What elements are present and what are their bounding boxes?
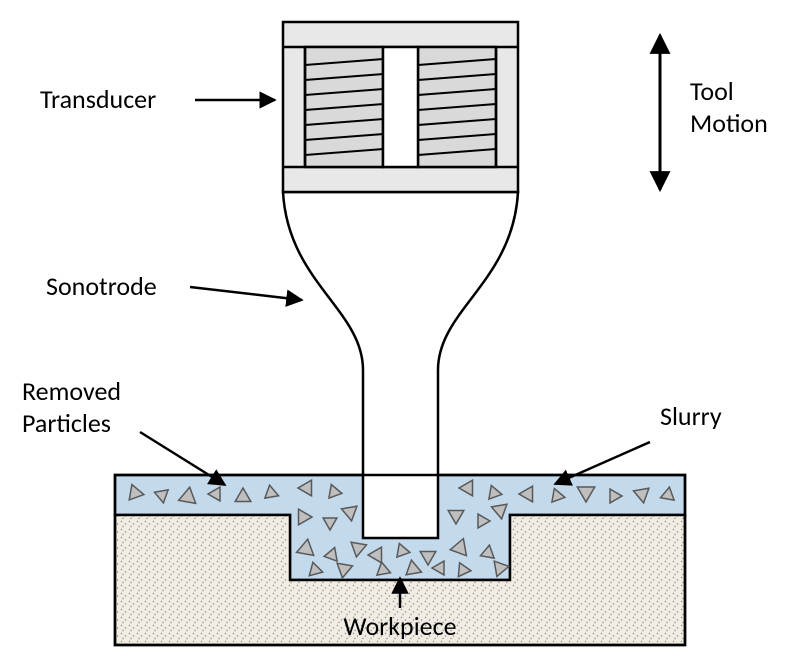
label-removed-2: Particles xyxy=(22,407,111,439)
coil-gap xyxy=(383,47,418,167)
diagram-canvas: Transducer ToolMotion Sonotrode RemovedPart… xyxy=(0,0,800,659)
label-tool-motion-2: Motion xyxy=(690,107,768,139)
label-removed-1: Removed xyxy=(22,375,121,407)
label-slurry: Slurry xyxy=(660,400,722,432)
sonotrode-leader xyxy=(190,287,302,300)
label-tool-motion-1: Tool xyxy=(690,75,734,107)
label-workpiece: Workpiece xyxy=(343,610,456,642)
label-transducer: Transducer xyxy=(40,83,156,115)
label-sonotrode: Sonotrode xyxy=(46,270,157,302)
